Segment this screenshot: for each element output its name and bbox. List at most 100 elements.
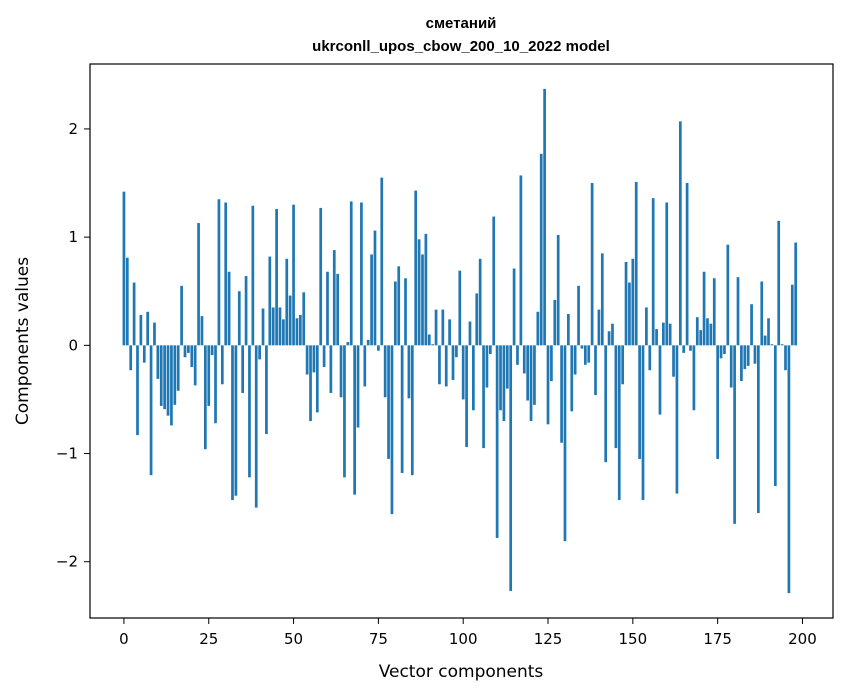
bar-111 [499,345,502,411]
bar-13 [166,345,170,416]
bar-89 [424,233,428,346]
bar-137 [587,345,591,363]
bar-28 [217,199,221,346]
bar-5 [139,315,143,346]
bar-91 [431,344,435,346]
bar-52 [298,315,302,346]
bar-47 [282,319,285,346]
bar-193 [777,220,781,346]
x-tick-label: 100 [449,630,478,648]
bar-121 [533,345,536,405]
bar-198 [794,242,798,346]
bar-34 [237,291,241,346]
bar-185 [750,304,753,346]
x-tick-label: 50 [284,630,303,648]
bar-175 [716,345,719,459]
bar-49 [288,295,292,346]
bar-136 [583,345,587,365]
bar-25 [207,345,211,406]
bar-145 [614,345,618,449]
bar-63 [336,273,340,346]
bar-162 [672,345,675,377]
bar-58 [319,207,323,346]
y-axis-ticks: −2 −1 0 1 2 [56,120,90,571]
bar-37 [248,345,251,478]
bar-151 [634,181,638,346]
bar-154 [645,307,648,346]
bar-40 [258,345,261,360]
bar-56 [312,345,316,373]
bar-146 [617,345,621,501]
x-tick-label: 25 [199,630,218,648]
bar-16 [176,345,180,391]
bar-113 [505,345,509,389]
bar-24 [203,345,207,450]
bar-78 [387,345,390,459]
bar-67 [349,201,353,346]
bar-11 [159,345,163,406]
bar-79 [390,345,394,515]
bar-70 [360,202,363,346]
y-tick-label: 1 [68,228,78,246]
bar-156 [651,198,655,346]
bar-42 [265,345,268,435]
bar-183 [743,345,747,370]
bar-39 [254,345,258,508]
bar-84 [407,345,411,399]
bar-181 [736,277,740,346]
plot-frame [89,63,834,619]
bar-3 [132,282,136,346]
bar-76 [380,177,384,346]
bar-64 [339,345,343,398]
bar-32 [231,345,234,501]
bar-166 [685,183,689,346]
bar-73 [370,254,373,346]
bar-197 [790,284,794,346]
bar-92 [434,309,438,346]
y-tick-label: 2 [68,120,78,138]
bar-144 [611,323,614,346]
bar-96 [448,319,451,346]
bar-141 [600,253,604,346]
bar-167 [689,345,692,351]
chart-title-line-1: сметаний [426,15,497,32]
bar-4 [136,345,139,436]
bar-87 [417,239,421,346]
x-tick-label: 125 [534,630,563,648]
bar-26 [210,345,214,356]
bar-160 [665,202,669,346]
bar-177 [723,345,726,354]
bar-153 [641,345,645,501]
bar-41 [261,308,265,346]
bar-81 [397,266,401,346]
bar-169 [695,317,699,346]
bar-65 [343,345,346,478]
bar-139 [594,345,597,396]
x-tick-label: 0 [119,630,129,648]
bar-116 [516,345,519,365]
bar-74 [373,230,377,346]
bar-12 [163,345,166,410]
bar-178 [726,244,730,346]
bar-44 [271,307,275,346]
bar-163 [675,345,679,494]
bar-93 [438,345,441,385]
bar-23 [200,316,204,346]
bar-117 [519,175,523,346]
bar-107 [485,345,489,388]
bar-155 [648,345,652,371]
bar-27 [214,345,217,424]
bar-9 [153,322,156,346]
bar-20 [190,345,194,367]
bar-148 [624,262,628,346]
bar-100 [461,345,465,400]
bar-10 [156,345,160,379]
bar-45 [275,208,278,346]
bar-157 [655,329,658,346]
bar-95 [444,345,448,387]
bar-191 [770,344,774,346]
bar-54 [305,345,309,375]
bars-group [122,88,798,594]
bar-46 [278,307,282,346]
